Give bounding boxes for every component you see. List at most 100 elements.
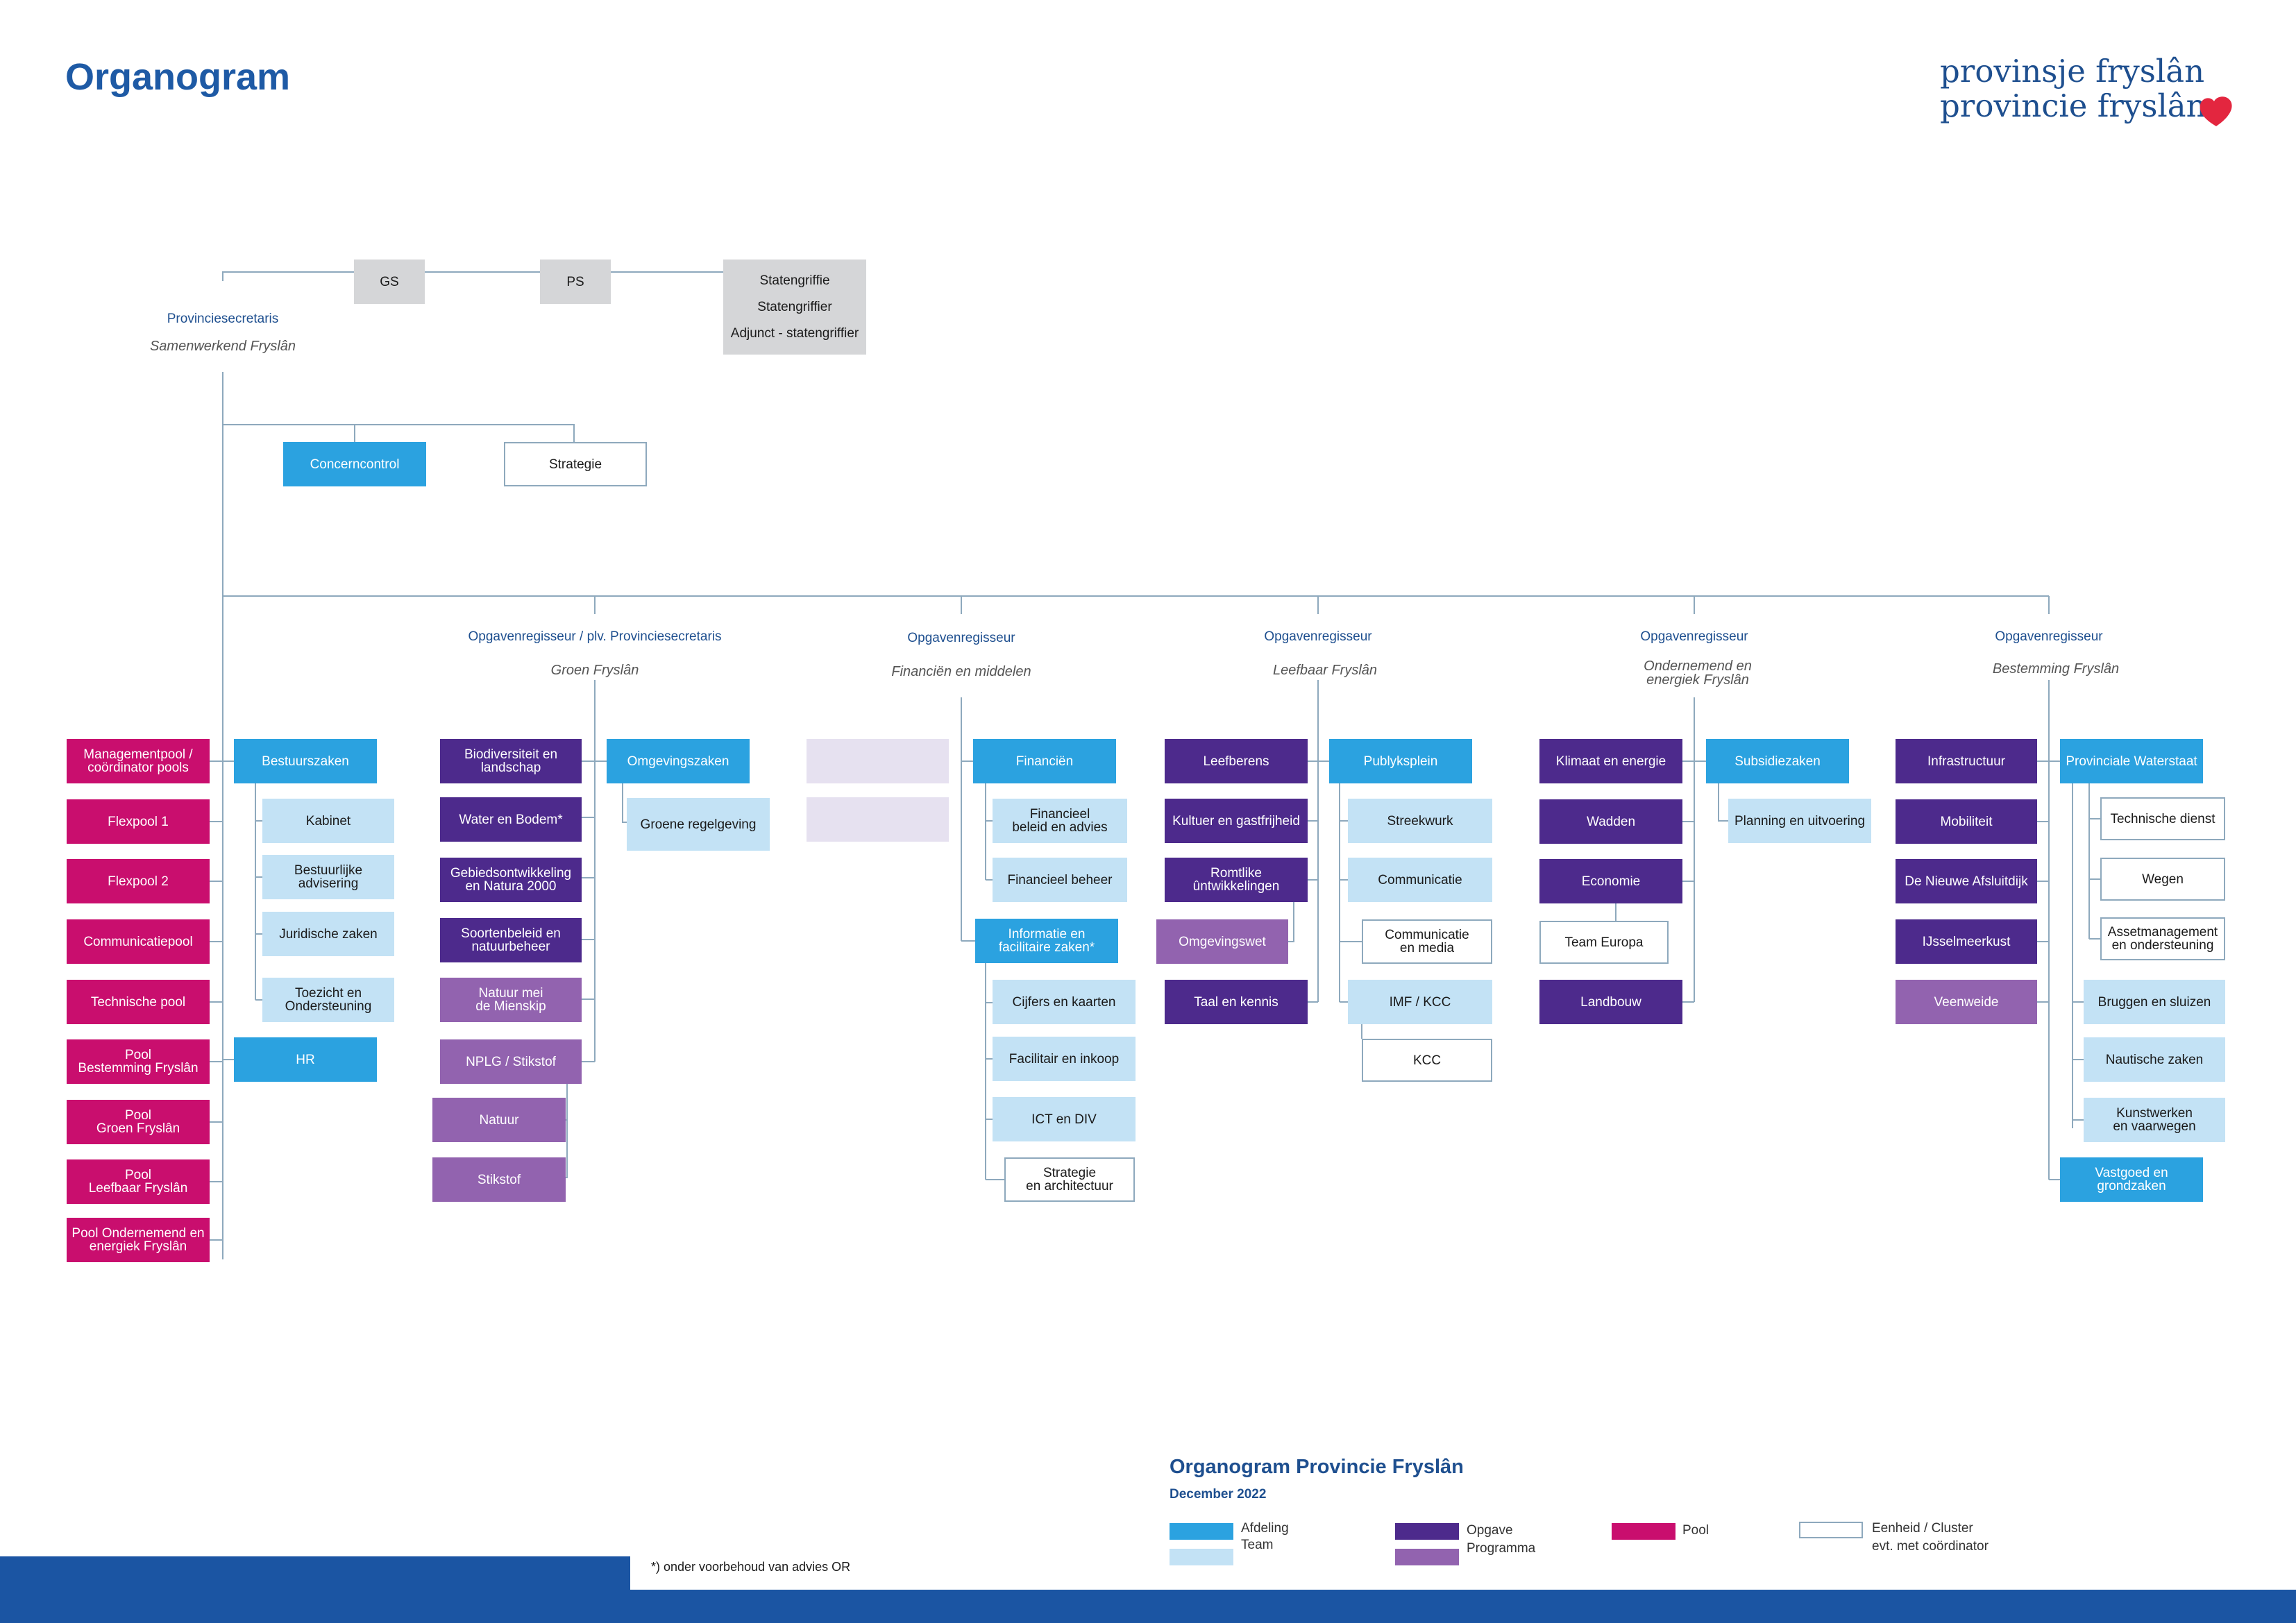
gs-box: GS	[354, 260, 425, 304]
financien-box: Financiën	[973, 739, 1116, 783]
pool-box: Flexpool 1	[67, 799, 210, 844]
waterstaat-team-box: Kunstwerken en vaarwegen	[2084, 1098, 2225, 1142]
waterstaat-cluster-box: Wegen	[2100, 858, 2225, 901]
legend-swatch-team	[1170, 1549, 1233, 1565]
leefbaar-opgave-box: Kultuer en gastfrijheid	[1165, 799, 1308, 843]
footnote: *) onder voorbehoud van advies OR	[651, 1560, 851, 1574]
legend-label-pool: Pool	[1682, 1523, 1710, 1538]
groen-opgave-box: Soortenbeleid en natuurbeheer	[440, 918, 582, 962]
bestemming-opgave-box: IJsselmeerkust	[1896, 919, 2037, 964]
regisseur-financien-role: Opgavenregisseur	[907, 631, 1015, 645]
legend-swatch-eenheid	[1799, 1522, 1863, 1538]
logo-line-nl: provincie fryslân	[1940, 87, 2206, 124]
legend-label-programma: Programma	[1467, 1541, 1536, 1556]
regisseur-financien-name: Financiën en middelen	[891, 664, 1031, 679]
ps-box: PS	[540, 260, 611, 304]
secretaris-role: Provinciesecretaris	[167, 312, 279, 326]
leefbaar-opgave-box: Taal en kennis	[1165, 980, 1308, 1024]
publyksplein-team-box: Streekwurk	[1348, 799, 1492, 843]
page-title: Organogram	[65, 56, 291, 98]
communicatie-media-box: Communicatie en media	[1362, 919, 1492, 964]
staff-team-box: Toezicht en Ondersteuning	[262, 978, 394, 1022]
groen-programma-box: Natuur mei de Mienskip	[440, 978, 582, 1022]
legend-swatch-pool	[1612, 1523, 1675, 1540]
regisseur-leefbaar-name: Leefbaar Fryslân	[1272, 663, 1378, 678]
waterstaat-box: Provinciale Waterstaat	[2060, 739, 2203, 783]
legend-swatch-afdeling	[1170, 1523, 1233, 1540]
waterstaat-cluster-box: Technische dienst	[2100, 797, 2225, 840]
pool-box: Managementpool / coördinator pools	[67, 739, 210, 783]
staff-team-box: Bestuurlijke advisering	[262, 855, 394, 899]
bestemming-opgave-box: De Nieuwe Afsluitdijk	[1896, 859, 2037, 903]
ondernemend-opgave-box: Economie	[1539, 859, 1682, 903]
strategie-architectuur-box: Strategie en architectuur	[1004, 1157, 1135, 1202]
waterstaat-team-box: Bruggen en sluizen	[2084, 980, 2225, 1024]
groen-opgave-box: Gebiedsontwikkeling en Natura 2000	[440, 858, 582, 902]
province-logo: provinsje fryslân provincie fryslân	[1940, 54, 2206, 124]
omgevingszaken-box: Omgevingszaken	[607, 739, 750, 783]
pool-box: Pool Bestemming Fryslân	[67, 1039, 210, 1084]
strategie-box: Strategie	[504, 442, 647, 486]
kcc-box: KCC	[1362, 1039, 1492, 1082]
publyksplein-box: Publyksplein	[1329, 739, 1472, 783]
concerncontrol-box: Concerncontrol	[283, 442, 426, 486]
legend-swatch-programma	[1395, 1549, 1459, 1565]
groen-sub-programma-box: Stikstof	[432, 1157, 566, 1202]
bestemming-opgave-box: Mobiliteit	[1896, 799, 2037, 844]
pool-box: Communicatiepool	[67, 919, 210, 964]
legend-label-coordinator: evt. met coördinator	[1872, 1539, 1989, 1554]
footer-band-right	[630, 1590, 2296, 1623]
placeholder-box	[807, 739, 949, 783]
bestuurszaken-box: Bestuurszaken	[234, 739, 377, 783]
waterstaat-team-box: Nautische zaken	[2084, 1037, 2225, 1082]
financien-team-box: Financieel beheer	[993, 858, 1127, 902]
planning-uitvoering-box: Planning en uitvoering	[1728, 799, 1871, 843]
groen-opgave-box: Biodiversiteit en landschap	[440, 739, 582, 783]
publyksplein-team-box: Communicatie	[1348, 858, 1492, 902]
publyksplein-team-box: IMF / KCC	[1348, 980, 1492, 1024]
groene-regelgeving-box: Groene regelgeving	[627, 798, 770, 851]
legend-title: Organogram Provincie Fryslân	[1170, 1456, 1464, 1478]
informatie-team-box: Facilitair en inkoop	[993, 1037, 1136, 1081]
informatie-team-box: ICT en DIV	[993, 1097, 1136, 1141]
hr-box: HR	[234, 1037, 377, 1082]
staff-team-box: Kabinet	[262, 799, 394, 843]
secretaris-name: Samenwerkend Fryslân	[149, 339, 296, 354]
informatie-box: Informatie en facilitaire zaken*	[975, 919, 1118, 963]
groen-programma-box: NPLG / Stikstof	[440, 1039, 582, 1084]
omgevingswet-box: Omgevingswet	[1156, 919, 1288, 964]
vastgoed-box: Vastgoed en grondzaken	[2060, 1157, 2203, 1202]
legend-label-opgave: Opgave	[1467, 1523, 1513, 1538]
regisseur-groen-role: Opgavenregisseur / plv. Provinciesecreta…	[468, 629, 722, 644]
pool-box: Technische pool	[67, 980, 210, 1024]
legend-date: December 2022	[1170, 1487, 1267, 1502]
logo-line-fy: provinsje fryslân	[1940, 53, 2205, 90]
footer-band-left	[0, 1556, 630, 1623]
informatie-team-box: Cijfers en kaarten	[993, 980, 1136, 1024]
staff-team-box: Juridische zaken	[262, 912, 394, 956]
waterstaat-cluster-box: Assetmanagement en ondersteuning	[2100, 917, 2225, 960]
ondernemend-opgave-box: Wadden	[1539, 799, 1682, 844]
pool-box: Pool Leefbaar Fryslân	[67, 1159, 210, 1204]
leefbaar-opgave-box: Romtlike ûntwikkelingen	[1165, 858, 1308, 902]
legend-label-eenheid: Eenheid / Cluster	[1872, 1521, 1973, 1536]
leefbaar-opgave-box: Leefberens	[1165, 739, 1308, 783]
bestemming-opgave-box: Infrastructuur	[1896, 739, 2037, 783]
legend-label-afdeling: Afdeling	[1241, 1521, 1289, 1536]
veenweide-box: Veenweide	[1896, 980, 2037, 1024]
heart-icon	[2200, 96, 2232, 126]
regisseur-ondernemend-role: Opgavenregisseur	[1640, 629, 1748, 644]
team-europa-box: Team Europa	[1539, 921, 1669, 964]
pool-box: Pool Ondernemend en energiek Fryslân	[67, 1218, 210, 1262]
financien-team-box: Financieel beleid en advies	[993, 799, 1127, 843]
statengriffie-box: Statengriffie Statengriffier Adjunct - s…	[723, 260, 866, 355]
regisseur-leefbaar-role: Opgavenregisseur	[1264, 629, 1372, 644]
regisseur-bestemming-name: Bestemming Fryslân	[1992, 661, 2120, 677]
subsidiezaken-box: Subsidiezaken	[1706, 739, 1849, 783]
ondernemend-opgave-box: Landbouw	[1539, 980, 1682, 1024]
groen-opgave-box: Water en Bodem*	[440, 797, 582, 842]
regisseur-bestemming-role: Opgavenregisseur	[1995, 629, 2103, 644]
groen-sub-programma-box: Natuur	[432, 1098, 566, 1142]
regisseur-groen-name: Groen Fryslân	[550, 663, 639, 678]
